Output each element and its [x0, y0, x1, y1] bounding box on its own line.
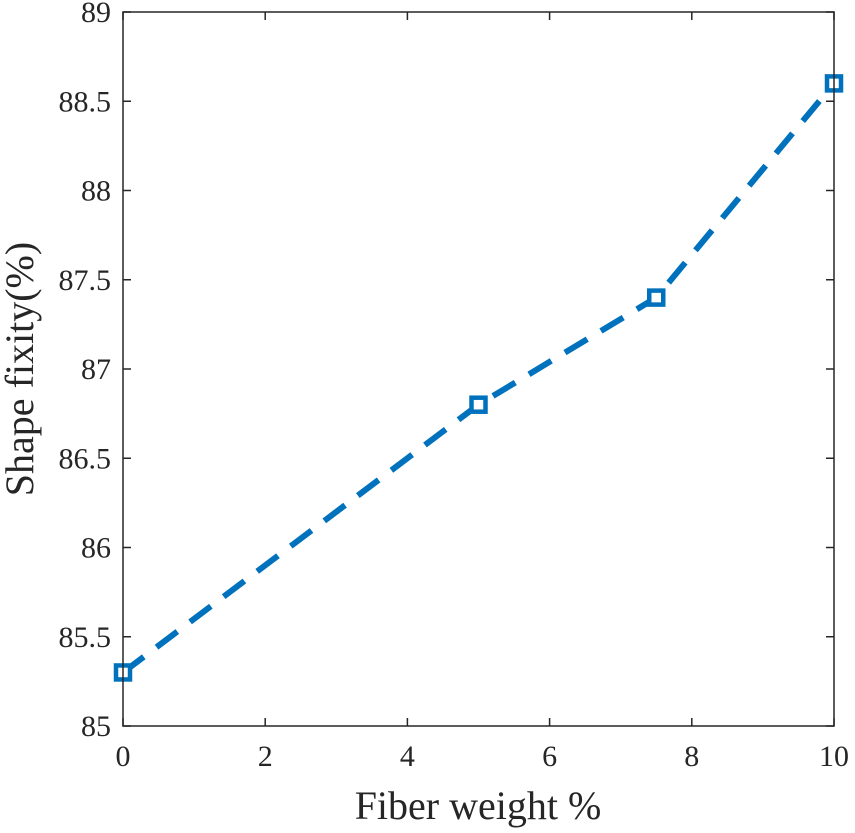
data-point-marker: [647, 288, 666, 307]
x-tick-label: 6: [542, 740, 557, 773]
y-tick-label: 85: [81, 710, 111, 743]
y-tick-label: 86.5: [59, 442, 112, 475]
y-axis-label: Shape fixity(%): [0, 242, 42, 496]
x-tick-label: 10: [819, 740, 849, 773]
x-tick-label: 0: [116, 740, 131, 773]
y-tick-label: 88.5: [59, 85, 112, 118]
x-tick-label: 2: [258, 740, 273, 773]
y-tick-label: 87.5: [59, 264, 112, 297]
series-line: [121, 81, 837, 675]
y-tick-label: 89: [81, 0, 111, 29]
y-axis: 85 85.5 86 86.5 87 87.5 88 88.5 89: [59, 0, 834, 743]
x-tick-label: 8: [684, 740, 699, 773]
x-tick-label: 4: [400, 740, 415, 773]
y-tick-label: 86: [81, 532, 111, 565]
y-tick-label: 85.5: [59, 621, 112, 654]
data-point-marker: [469, 395, 488, 414]
y-tick-label: 87: [81, 353, 111, 386]
x-axis-label: Fiber weight %: [355, 783, 602, 828]
y-tick-label: 88: [81, 175, 111, 208]
x-axis: 0 2 4 6 8 10: [116, 12, 849, 773]
plot-area: [123, 12, 834, 726]
